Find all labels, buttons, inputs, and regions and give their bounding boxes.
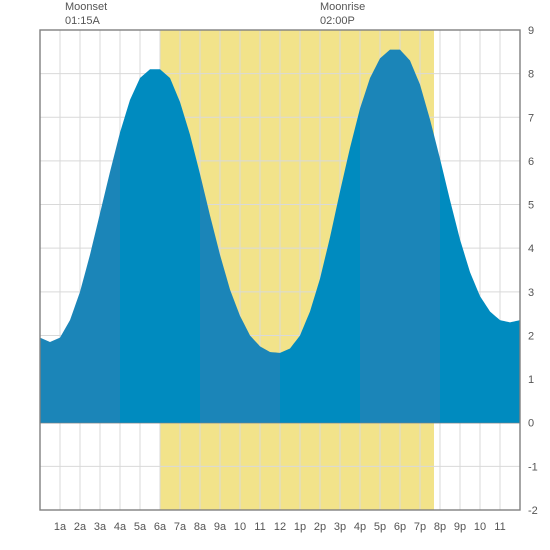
y-tick-label: 5 <box>528 200 534 212</box>
y-tick-label: 6 <box>528 156 534 168</box>
moonset-label: Moonset <box>65 0 107 14</box>
y-tick-label: 7 <box>528 112 534 124</box>
moonset-time: 01:15A <box>65 14 107 28</box>
x-tick-label: 6a <box>154 521 167 533</box>
x-tick-label: 11 <box>254 521 265 533</box>
moonrise-annotation: Moonrise 02:00P <box>320 0 365 29</box>
y-tick-label: 9 <box>528 25 534 37</box>
moonset-annotation: Moonset 01:15A <box>65 0 107 29</box>
y-tick-label: -2 <box>528 505 538 517</box>
x-tick-label: 2a <box>74 521 87 533</box>
x-tick-label: 10 <box>234 521 246 533</box>
x-tick-label: 8p <box>434 521 446 533</box>
x-tick-label: 5a <box>134 521 147 533</box>
moonrise-label: Moonrise <box>320 0 365 14</box>
y-tick-label: 0 <box>528 418 534 430</box>
x-tick-label: 9p <box>454 521 466 533</box>
x-tick-label: 9a <box>214 521 227 533</box>
y-tick-label: -1 <box>528 461 538 473</box>
x-tick-label: 1a <box>54 521 67 533</box>
x-tick-label: 2p <box>314 521 326 533</box>
x-tick-label: 4p <box>354 521 366 533</box>
x-tick-label: 3a <box>94 521 107 533</box>
y-tick-label: 8 <box>528 69 534 81</box>
x-tick-label: 7p <box>414 521 426 533</box>
x-tick-label: 8a <box>194 521 207 533</box>
y-tick-label: 1 <box>528 374 534 386</box>
x-tick-label: 6p <box>394 521 406 533</box>
y-tick-label: 4 <box>528 243 534 255</box>
y-tick-label: 3 <box>528 287 534 299</box>
x-tick-label: 1p <box>294 521 306 533</box>
x-tick-label: 5p <box>374 521 386 533</box>
x-tick-label: 11 <box>494 521 505 533</box>
x-tick-label: 7a <box>174 521 187 533</box>
y-tick-label: 2 <box>528 330 534 342</box>
moonrise-time: 02:00P <box>320 14 365 28</box>
x-tick-label: 4a <box>114 521 127 533</box>
x-tick-label: 10 <box>474 521 486 533</box>
x-tick-label: 3p <box>334 521 346 533</box>
tide-chart: Moonset 01:15A Moonrise 02:00P -2-101234… <box>0 0 550 550</box>
x-tick-label: 12 <box>274 521 286 533</box>
chart-svg: -2-101234567891a2a3a4a5a6a7a8a9a1011121p… <box>0 0 550 550</box>
